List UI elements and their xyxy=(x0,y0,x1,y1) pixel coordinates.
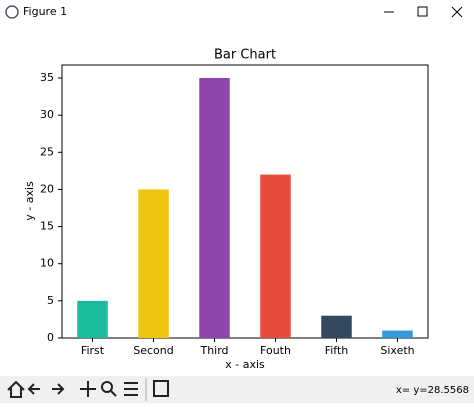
pan-button[interactable] xyxy=(80,381,96,397)
y-tick-label: 30 xyxy=(40,108,54,121)
y-tick-label: 35 xyxy=(40,71,54,84)
window-title: Figure 1 xyxy=(23,5,67,18)
y-tick-label: 15 xyxy=(40,220,54,233)
maximize-button[interactable] xyxy=(417,6,428,17)
app-icon xyxy=(5,5,19,19)
bar xyxy=(382,330,413,338)
y-tick-label: 0 xyxy=(47,331,54,344)
x-tick-label: Second xyxy=(133,344,173,357)
home-button[interactable] xyxy=(7,380,25,398)
bar xyxy=(138,189,169,338)
title-bar xyxy=(0,0,474,24)
back-button[interactable] xyxy=(27,383,40,395)
y-tick-label: 25 xyxy=(40,145,54,158)
x-tick-label: Sixeth xyxy=(380,344,414,357)
status-text: x= y=28.5568 xyxy=(396,385,469,396)
y-axis-label: y - axis xyxy=(23,181,36,221)
x-tick-label: Fouth xyxy=(260,344,291,357)
zoom-button[interactable] xyxy=(101,381,113,393)
save-button[interactable] xyxy=(153,380,169,397)
forward-button[interactable] xyxy=(52,383,65,395)
bar xyxy=(321,315,352,338)
x-tick-label: Third xyxy=(199,344,228,357)
bar xyxy=(77,300,108,338)
toolbar xyxy=(0,376,474,403)
x-axis-label: x - axis xyxy=(225,358,265,371)
chart-title: Bar Chart xyxy=(214,48,276,63)
x-tick-label: First xyxy=(81,344,105,357)
x-tick-label: Fifth xyxy=(325,344,349,357)
configure-button[interactable] xyxy=(124,382,138,396)
y-tick-label: 20 xyxy=(40,182,54,195)
y-tick-label: 10 xyxy=(40,257,54,270)
bar xyxy=(260,174,291,338)
bar xyxy=(199,78,230,338)
y-tick-label: 5 xyxy=(47,294,54,307)
axes-frame xyxy=(61,64,429,339)
close-button[interactable] xyxy=(451,6,463,18)
